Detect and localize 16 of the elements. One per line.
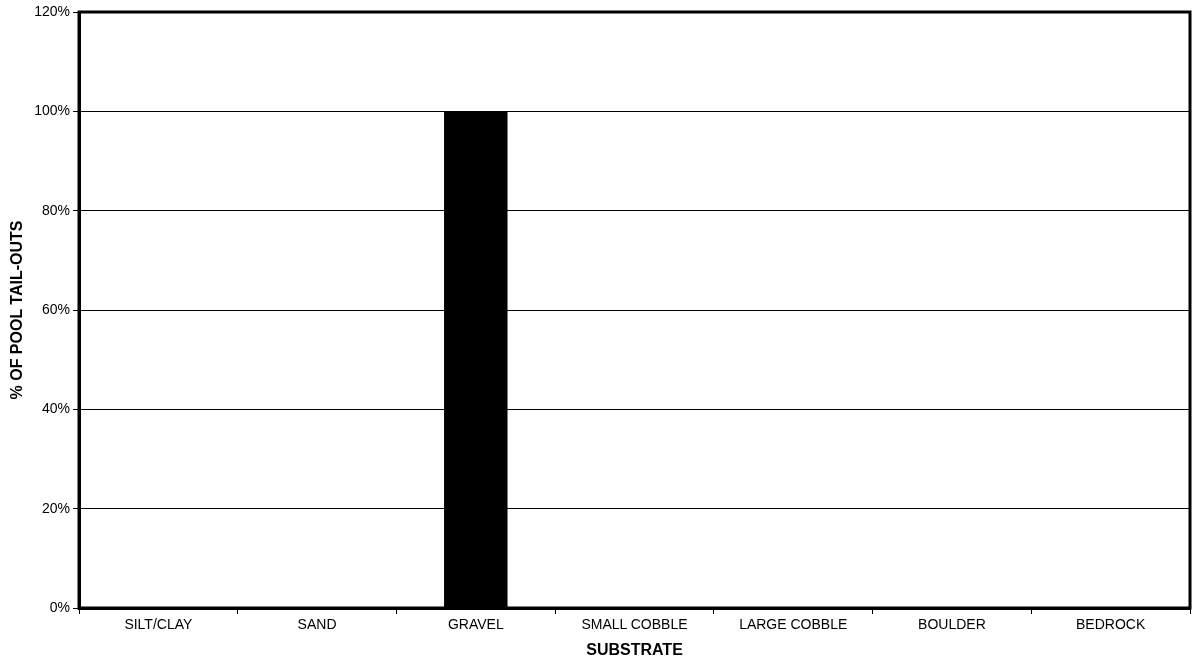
x-tick-label: BOULDER bbox=[918, 616, 986, 633]
y-tick-label: 20% bbox=[41, 499, 71, 516]
x-tick-label: LARGE COBBLE bbox=[739, 616, 848, 633]
x-tick-label: SAND bbox=[297, 616, 337, 633]
x-tick-label: SMALL COBBLE bbox=[581, 616, 688, 633]
y-tick-label: 40% bbox=[41, 400, 71, 417]
x-tick-label: SILT/CLAY bbox=[124, 616, 193, 633]
x-tick-label: BEDROCK bbox=[1076, 616, 1146, 633]
y-axis-title: % OF POOL TAIL-OUTS bbox=[8, 220, 26, 400]
y-tick-label: 120% bbox=[34, 2, 71, 19]
y-tick-label: 60% bbox=[41, 300, 71, 317]
y-tick-label: 0% bbox=[49, 598, 71, 615]
y-tick-label: 100% bbox=[34, 102, 71, 119]
y-tick-label: 80% bbox=[41, 201, 71, 218]
x-axis-title: SUBSTRATE bbox=[586, 640, 684, 658]
x-tick-label: GRAVEL bbox=[447, 616, 504, 633]
